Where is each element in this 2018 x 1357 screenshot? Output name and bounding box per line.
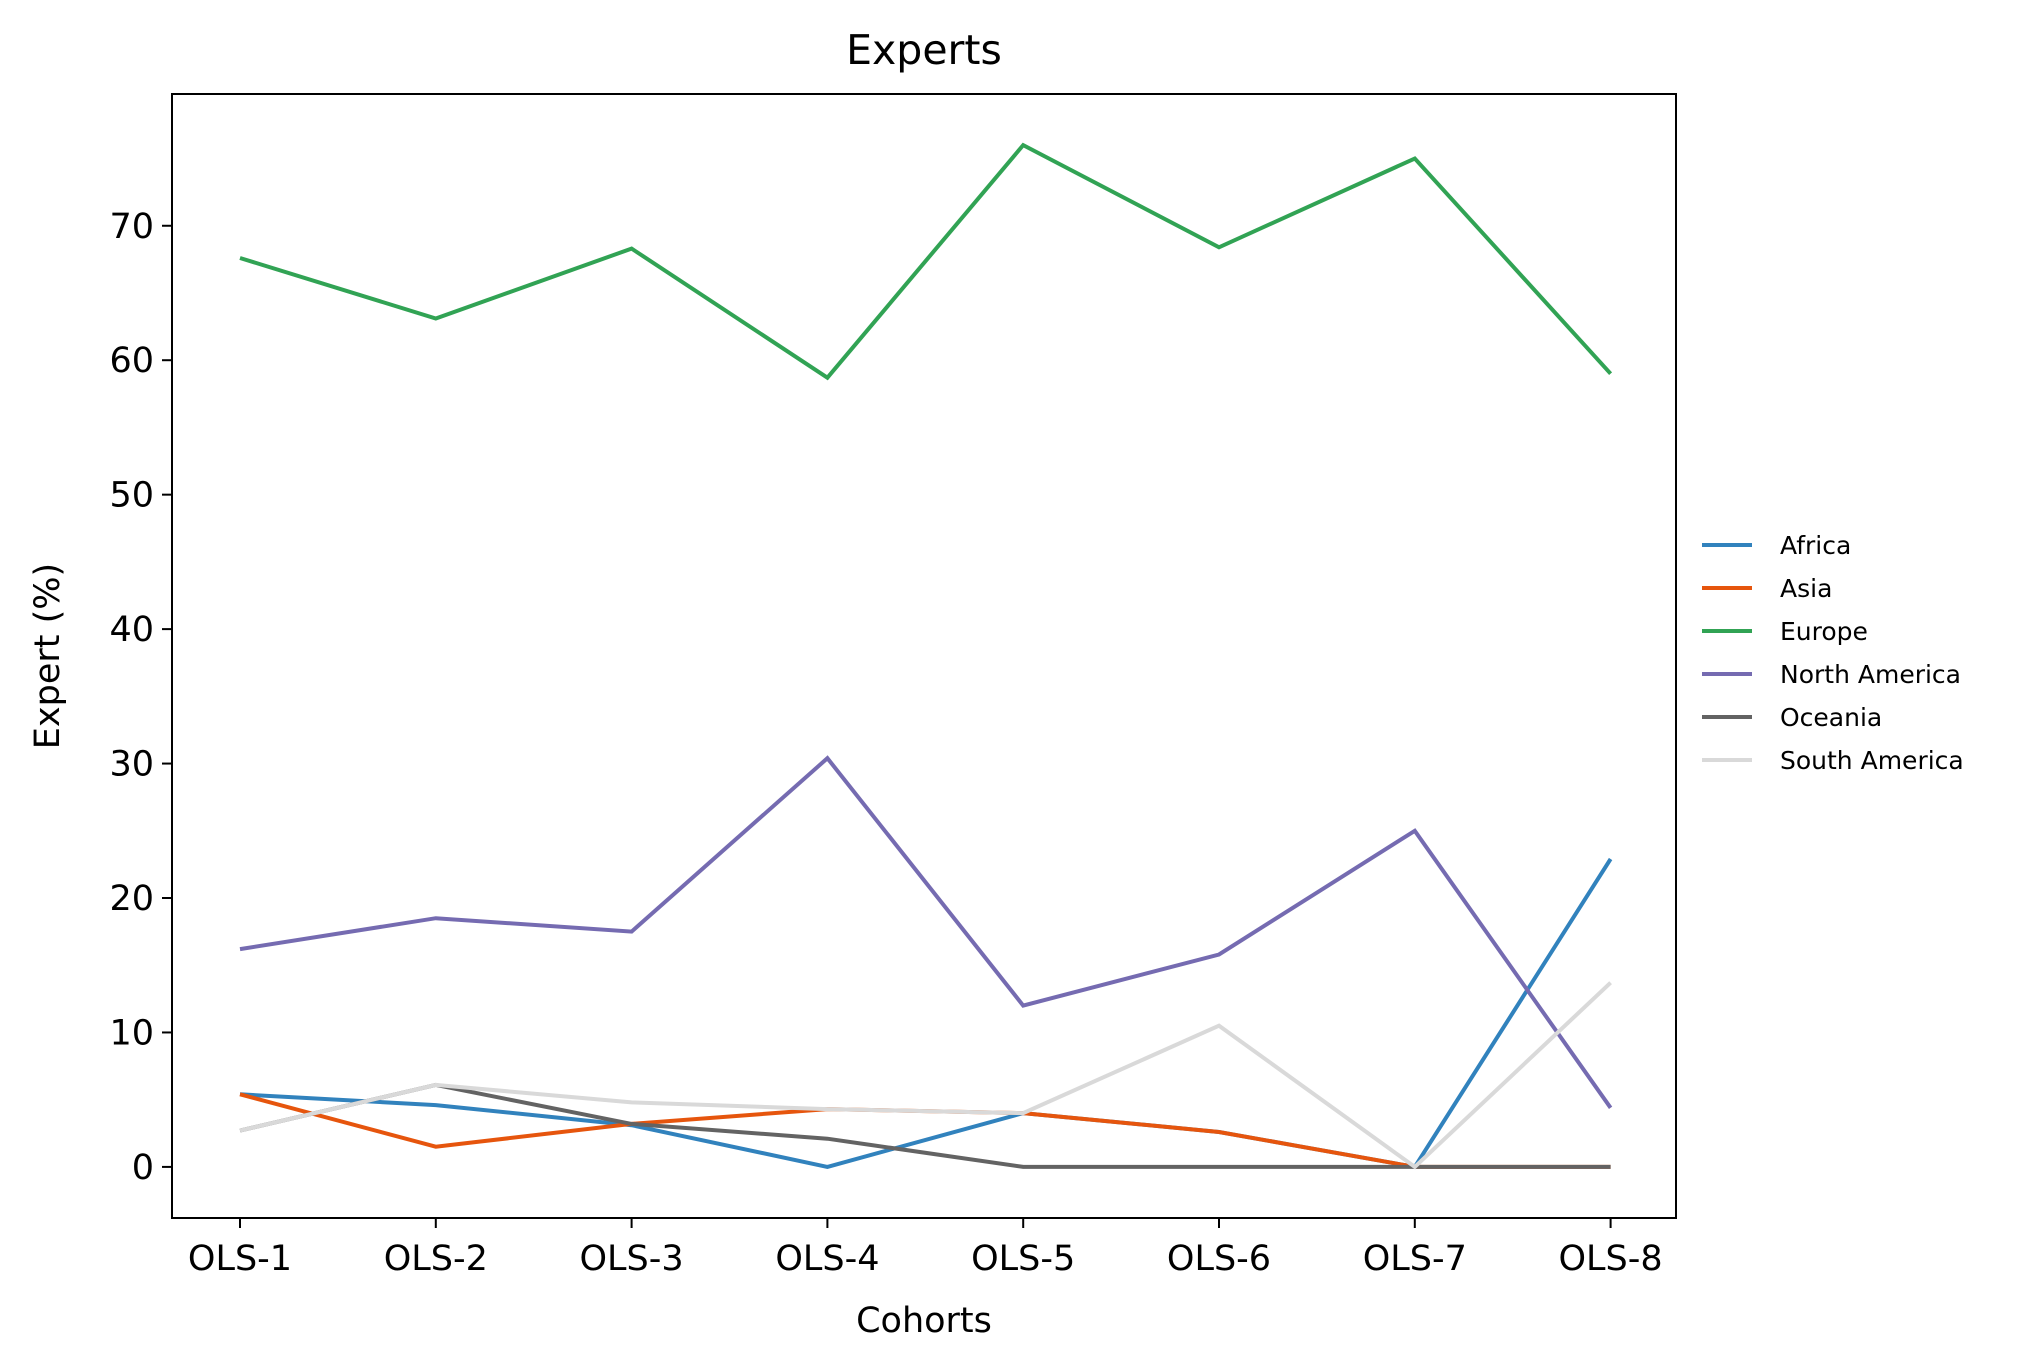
series-layer bbox=[239, 142, 1613, 1170]
y-tick-label: 60 bbox=[109, 341, 154, 381]
series-oceania bbox=[239, 1082, 1611, 1169]
x-tick-label: OLS-4 bbox=[775, 1239, 879, 1279]
x-tick-label: OLS-6 bbox=[1167, 1239, 1271, 1279]
series-south-america bbox=[239, 981, 1612, 1170]
series-north-america bbox=[239, 755, 1613, 1109]
plot-frame bbox=[171, 93, 1677, 1219]
legend-label: Africa bbox=[1780, 531, 1851, 560]
x-tick-label: OLS-1 bbox=[188, 1239, 292, 1279]
y-tick-label: 70 bbox=[109, 207, 154, 247]
series-line bbox=[239, 1082, 1611, 1169]
legend-label: North America bbox=[1780, 660, 1961, 689]
chart-title: Experts bbox=[846, 26, 1002, 74]
legend: Africa Asia Europe North America Oceania Sout… bbox=[1702, 531, 1964, 775]
series-europe bbox=[239, 142, 1613, 381]
x-tick-label: OLS-2 bbox=[384, 1239, 488, 1279]
y-tick-label: 50 bbox=[109, 476, 154, 516]
x-tick-label: OLS-8 bbox=[1559, 1239, 1663, 1279]
x-tick-label: OLS-5 bbox=[971, 1239, 1075, 1279]
y-tick-label: 20 bbox=[109, 879, 154, 919]
x-tick-label: OLS-7 bbox=[1363, 1239, 1467, 1279]
series-line bbox=[239, 981, 1612, 1170]
tick-layer: OLS-1 OLS-2 OLS-3 OLS-4 OLS-5 OLS-6 OLS-7 OLS-8… bbox=[109, 207, 1662, 1279]
y-tick-label: 0 bbox=[132, 1148, 154, 1188]
series-line bbox=[239, 755, 1613, 1109]
y-tick-label: 30 bbox=[109, 745, 154, 785]
legend-label: Europe bbox=[1780, 617, 1868, 646]
legend-label: Asia bbox=[1780, 574, 1832, 603]
y-axis-label: Expert (%) bbox=[28, 563, 68, 749]
legend-label: South America bbox=[1780, 746, 1964, 775]
x-axis-label: Cohorts bbox=[856, 1301, 992, 1341]
x-tick-label: OLS-3 bbox=[580, 1239, 684, 1279]
series-line bbox=[239, 142, 1613, 381]
legend-label: Oceania bbox=[1780, 703, 1882, 732]
y-tick-label: 40 bbox=[109, 610, 154, 650]
y-tick-label: 10 bbox=[109, 1013, 154, 1053]
